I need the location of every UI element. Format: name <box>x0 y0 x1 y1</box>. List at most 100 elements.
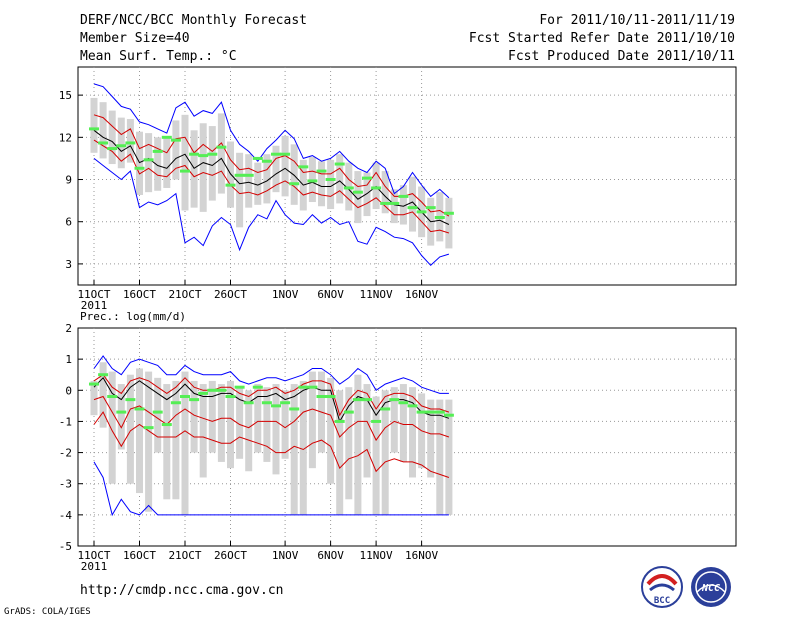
temp-range-box <box>163 137 171 188</box>
prec-range-box <box>227 380 234 469</box>
temp-xtick-label: 1NOV <box>272 288 299 301</box>
temp-observed-mark <box>216 145 227 149</box>
temp-line-upper <box>93 114 450 217</box>
temp-range-box <box>336 154 344 204</box>
prec-observed-mark <box>98 373 109 377</box>
temp-range-box <box>290 144 298 205</box>
prec-observed-mark <box>207 388 218 392</box>
precipitation-panel: 11OCT 16OCT 21OCT 26OCT 1NOV 6NOV 11NOV 16NOV20… <box>59 322 737 573</box>
temp-range-box <box>136 131 143 195</box>
temp-range-box <box>245 154 253 208</box>
temp-observed-mark <box>416 210 427 214</box>
temp-observed-mark <box>170 138 181 142</box>
prec-observed-mark <box>307 385 318 389</box>
temp-observed-mark <box>116 144 127 148</box>
temp-range-box <box>208 126 216 201</box>
prec-observed-mark <box>425 410 436 414</box>
temp-ytick-label: 12 <box>59 131 72 144</box>
temp-range-box <box>126 119 134 163</box>
temp-observed-mark <box>98 141 109 145</box>
temp-observed-mark <box>343 186 354 190</box>
temp-observed-mark <box>352 190 363 194</box>
prec-xtick-label: 16OCT <box>123 549 156 562</box>
prec-range-box <box>190 380 198 453</box>
prec-line-spread_low <box>93 411 450 478</box>
prec-observed-mark <box>352 398 363 402</box>
prec-line-min <box>93 461 449 517</box>
temp-ytick-label: 3 <box>65 258 72 271</box>
temp-xtick-label: 16OCT <box>123 288 156 301</box>
variable-label: Mean Surf. Temp.: °C <box>80 49 237 64</box>
temp-observed-mark <box>398 194 409 198</box>
prec-xtick-label: 16NOV <box>405 549 438 562</box>
prec-observed-mark <box>152 410 163 414</box>
prec-observed-mark <box>225 395 236 399</box>
prec-range-box <box>272 384 280 475</box>
temp-observed-mark <box>107 147 118 151</box>
prec-range-box <box>117 384 125 450</box>
prec-observed-mark <box>325 395 336 399</box>
member-size: Member Size=40 <box>80 31 190 46</box>
temp-range-box <box>90 97 98 153</box>
temp-line-lower <box>93 139 450 234</box>
temp-range-box <box>363 172 371 217</box>
prec-range-box <box>208 380 216 453</box>
temp-range-box <box>190 130 198 208</box>
temp-observed-mark <box>289 182 300 186</box>
prec-range-box <box>145 371 153 512</box>
temp-observed-mark <box>152 149 163 153</box>
temp-range-box <box>181 114 189 211</box>
temp-range-box <box>445 197 453 249</box>
prec-observed-mark <box>189 398 200 402</box>
prec-range-box <box>372 396 380 515</box>
prec-frame <box>77 327 737 547</box>
prec-range-box <box>281 390 289 459</box>
temp-observed-mark <box>180 169 190 173</box>
prec-observed-mark <box>234 385 245 389</box>
prec-range-box <box>245 390 253 472</box>
prec-observed-mark <box>371 419 382 423</box>
prec-range-box <box>108 371 116 484</box>
prec-ytick-label: 1 <box>65 353 72 366</box>
prec-xtick-label: 11OCT <box>77 549 110 562</box>
temp-line-min <box>93 158 450 267</box>
prec-observed-mark <box>134 407 145 411</box>
produced-date: Fcst Produced Date 2011/10/11 <box>508 49 735 64</box>
prec-observed-mark <box>261 401 272 405</box>
prec-observed-mark <box>271 404 281 408</box>
prec-observed-mark <box>443 413 454 417</box>
prec-range-box <box>445 399 453 515</box>
prec-observed-mark <box>180 395 190 399</box>
temp-range-box <box>263 154 271 204</box>
temp-range-box <box>99 102 107 159</box>
temp-range-box <box>318 161 325 207</box>
prec-line-upper <box>93 374 450 417</box>
temp-range-box <box>154 137 162 191</box>
prec-range-box <box>263 387 271 462</box>
temp-range-box <box>399 185 407 225</box>
temp-observed-mark <box>198 154 209 158</box>
prec-range-box <box>236 387 244 459</box>
prec-year-label: 2011 <box>81 560 108 573</box>
temp-observed-mark <box>252 156 263 160</box>
prec-ytick-label: 0 <box>65 384 72 397</box>
prec-range-box <box>363 384 371 478</box>
prec-range-box <box>327 377 335 484</box>
prec-ytick-label: -3 <box>59 478 72 491</box>
prec-range-box <box>199 384 207 478</box>
temp-range-box <box>381 171 389 214</box>
prec-observed-mark <box>280 401 291 405</box>
prec-observed-mark <box>170 401 181 405</box>
prec-range-box <box>436 399 444 515</box>
temp-observed-mark <box>243 173 254 177</box>
chart-title: DERF/NCC/BCC Monthly Forecast <box>80 13 307 28</box>
prec-line-max <box>93 355 449 394</box>
prec-observed-mark <box>389 398 400 402</box>
ncc-logo: NCC <box>691 567 731 607</box>
prec-observed-mark <box>116 410 127 414</box>
temp-range-box <box>354 171 362 224</box>
prec-ytick-label: -5 <box>59 540 72 553</box>
prec-range-box <box>126 374 134 484</box>
prec-observed-mark <box>89 382 99 386</box>
